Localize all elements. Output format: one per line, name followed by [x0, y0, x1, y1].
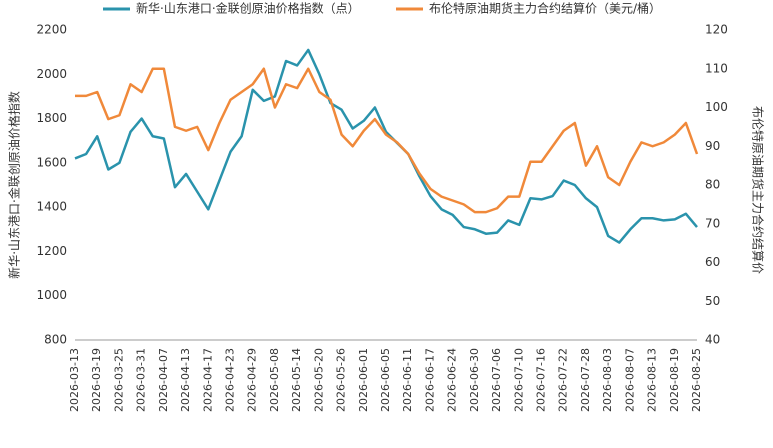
- x-tick-label: 2026-04-29: [246, 348, 259, 412]
- x-tick-label: 2026-08-13: [646, 348, 659, 412]
- x-tick-label: 2026-04-17: [201, 348, 214, 412]
- y-tick-label: 1600: [36, 155, 67, 169]
- x-tick-label: 2026-05-14: [290, 348, 303, 412]
- y-tick-label: 800: [44, 333, 67, 347]
- y2-tick-label: 70: [705, 216, 720, 230]
- y2-tick-label: 100: [705, 100, 728, 114]
- y2-tick-label: 60: [705, 255, 720, 269]
- x-tick-label: 2026-06-01: [357, 348, 370, 412]
- x-tick-label: 2026-07-10: [512, 348, 525, 412]
- x-tick-label: 2026-07-06: [490, 348, 503, 412]
- y2-tick-label: 90: [705, 139, 720, 153]
- x-tick-label: 2026-03-25: [112, 348, 125, 412]
- x-tick-label: 2026-08-25: [690, 348, 703, 412]
- series-line: [75, 67, 699, 214]
- y2-tick-label: 40: [705, 333, 720, 347]
- legend-label: 布伦特原油期货主力合约结算价（美元/桶）: [429, 1, 661, 16]
- x-tick-label: 2026-08-07: [623, 348, 636, 412]
- x-tick-label: 2026-04-23: [224, 348, 237, 412]
- x-tick-label: 2026-06-11: [401, 348, 414, 412]
- y-tick-label: 1800: [36, 111, 67, 125]
- x-tick-label: 2026-03-31: [135, 348, 148, 412]
- x-tick-label: 2026-08-19: [668, 348, 681, 412]
- y-tick-label: 2200: [36, 23, 67, 37]
- x-tick-label: 2026-07-28: [579, 348, 592, 412]
- x-tick-label: 2026-06-24: [446, 348, 459, 412]
- series-line: [74, 48, 698, 244]
- x-tick-label: 2026-03-13: [68, 348, 81, 412]
- x-tick-label: 2026-06-17: [423, 348, 436, 412]
- y-tick-label: 1200: [36, 244, 67, 258]
- x-tick-label: 2026-06-05: [379, 348, 392, 412]
- x-tick-label: 2026-08-03: [601, 348, 614, 412]
- x-tick-label: 2026-07-22: [557, 348, 570, 412]
- y2-tick-label: 120: [705, 23, 728, 37]
- y-axis-title: 新华·山东港口·金联创原油价格指数: [7, 91, 22, 279]
- x-tick-label: 2026-07-16: [535, 348, 548, 412]
- y-tick-label: 1000: [36, 288, 67, 302]
- x-tick-label: 2026-03-19: [90, 348, 103, 412]
- y2-tick-label: 50: [705, 294, 720, 308]
- y-tick-label: 1400: [36, 200, 67, 214]
- x-tick-label: 2026-05-08: [268, 348, 281, 412]
- x-tick-label: 2026-05-20: [312, 348, 325, 412]
- x-tick-label: 2026-04-13: [179, 348, 192, 412]
- y2-tick-label: 80: [705, 178, 720, 192]
- y2-axis-title: 布伦特原油期货主力合约结算价: [751, 106, 766, 274]
- x-tick-label: 2026-06-30: [468, 348, 481, 412]
- y2-tick-label: 110: [705, 61, 728, 75]
- x-tick-label: 2026-05-26: [335, 348, 348, 412]
- legend-label: 新华·山东港口·金联创原油价格指数（点）: [136, 1, 360, 16]
- y-tick-label: 2000: [36, 67, 67, 81]
- x-tick-label: 2026-04-07: [157, 348, 170, 412]
